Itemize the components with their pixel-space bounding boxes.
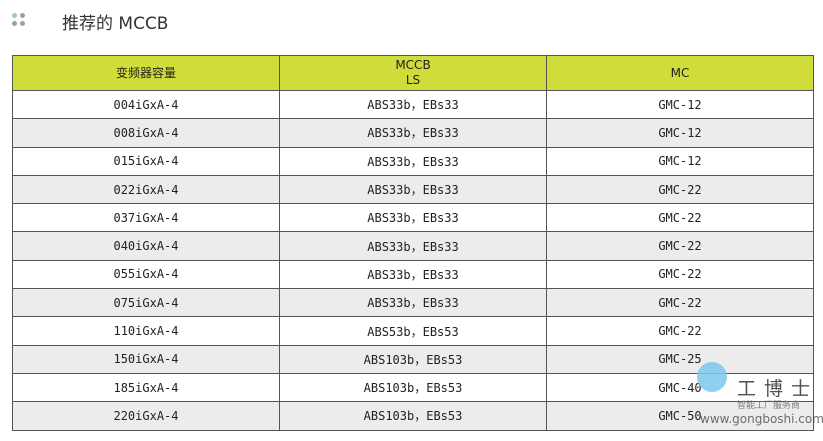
table-cell: ABS33b，EBs33 [279, 288, 547, 318]
table-cell: ABS33b，EBs33 [279, 259, 547, 290]
table-cell: GMC-40 [546, 372, 814, 403]
table-cell: GMC-25 [546, 344, 814, 374]
column-header: MC [546, 55, 814, 91]
table-cell: 110iGxA-4 [12, 316, 280, 346]
table-row: 015iGxA-4 ABS33b，EBs33 GMC-12 [12, 146, 814, 176]
table-row: 150iGxA-4 ABS103b，EBs53 GMC-25 [12, 344, 814, 374]
table-cell: 008iGxA-4 [12, 118, 280, 148]
table-cell: 220iGxA-4 [12, 401, 280, 431]
table-row: 022iGxA-4 ABS33b，EBs33 GMC-22 [12, 174, 814, 205]
four-dots-icon [12, 13, 26, 27]
table-cell: ABS33b，EBs33 [279, 118, 547, 148]
table-cell: 004iGxA-4 [12, 89, 280, 120]
table-row: 110iGxA-4 ABS53b，EBs53 GMC-22 [12, 316, 814, 346]
table-cell: ABS33b，EBs33 [279, 146, 547, 176]
table-cell: ABS33b，EBs33 [279, 174, 547, 205]
table-cell: GMC-22 [546, 259, 814, 290]
table-cell: GMC-12 [546, 89, 814, 120]
table-cell: ABS53b，EBs53 [279, 316, 547, 346]
page-title: 推荐的 MCCB [62, 14, 169, 34]
table-cell: ABS103b，EBs53 [279, 344, 547, 374]
table-row: 040iGxA-4 ABS33b，EBs33 GMC-22 [12, 231, 814, 261]
table-cell: GMC-22 [546, 174, 814, 205]
mccb-table: 变频器容量 MCCB LS MC 004iGxA-4 ABS33b，EBs33 GMC-… [12, 55, 814, 431]
table-cell: GMC-22 [546, 288, 814, 318]
table-row: 185iGxA-4 ABS103b，EBs53 GMC-40 [12, 372, 814, 403]
table-cell: GMC-12 [546, 146, 814, 176]
table-cell: GMC-22 [546, 203, 814, 233]
table-cell: GMC-22 [546, 316, 814, 346]
table-row: 004iGxA-4 ABS33b，EBs33 GMC-12 [12, 89, 814, 120]
table-cell: 037iGxA-4 [12, 203, 280, 233]
table-row: 075iGxA-4 ABS33b，EBs33 GMC-22 [12, 288, 814, 318]
table-cell: 022iGxA-4 [12, 174, 280, 205]
table-cell: ABS33b，EBs33 [279, 89, 547, 120]
column-header: MCCB LS [279, 55, 547, 91]
table-cell: 185iGxA-4 [12, 372, 280, 403]
table-cell: 015iGxA-4 [12, 146, 280, 176]
table-cell: 055iGxA-4 [12, 259, 280, 290]
table-cell: 075iGxA-4 [12, 288, 280, 318]
table-cell: GMC-12 [546, 118, 814, 148]
table-cell: 040iGxA-4 [12, 231, 280, 261]
table-cell: GMC-22 [546, 231, 814, 261]
table-row: 037iGxA-4 ABS33b，EBs33 GMC-22 [12, 203, 814, 233]
table-row: 008iGxA-4 ABS33b，EBs33 GMC-12 [12, 118, 814, 148]
table-cell: ABS33b，EBs33 [279, 231, 547, 261]
table-cell: ABS33b，EBs33 [279, 203, 547, 233]
table-cell: ABS103b，EBs53 [279, 372, 547, 403]
table-row: 220iGxA-4 ABS103b，EBs53 GMC-50 [12, 401, 814, 431]
column-header: 变频器容量 [12, 55, 280, 91]
table-cell: ABS103b，EBs53 [279, 401, 547, 431]
table-cell: 150iGxA-4 [12, 344, 280, 374]
table-cell: GMC-50 [546, 401, 814, 431]
table-row: 055iGxA-4 ABS33b，EBs33 GMC-22 [12, 259, 814, 290]
